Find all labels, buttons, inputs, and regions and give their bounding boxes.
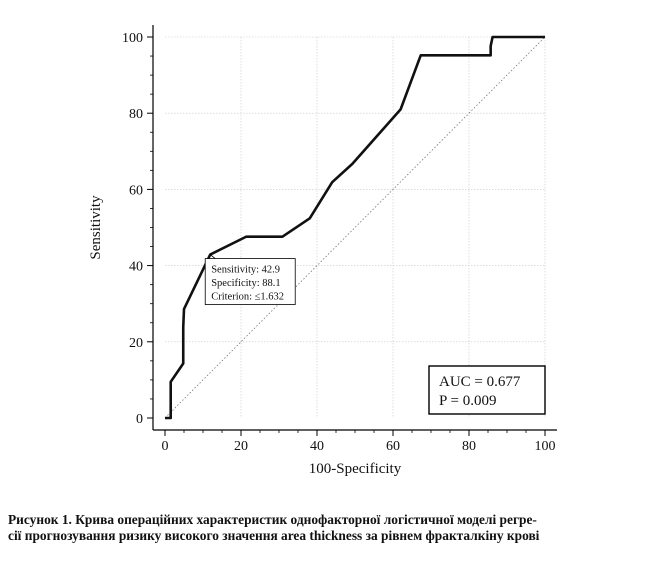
y-tick-label: 0 (136, 412, 143, 427)
annotation-line: Sensitivity: 42.9 (211, 265, 280, 276)
axis-tick-labels: 0 20 40 60 80 100 0 20 40 60 80 100 (122, 31, 556, 454)
figure-caption: Рисунок 1. Крива операційних характерист… (8, 512, 644, 544)
y-tick-label: 40 (129, 260, 143, 275)
x-tick-label: 20 (234, 439, 248, 454)
y-tick-label: 60 (129, 183, 143, 198)
x-tick-label: 100 (535, 439, 556, 454)
roc-curve (165, 35, 545, 420)
caption-line-1: Рисунок 1. Крива операційних характерист… (8, 512, 537, 527)
x-tick-label: 40 (310, 439, 324, 454)
caption-line-2: сії прогнозування ризику високого значен… (8, 528, 540, 543)
annotation-line: Criterion: ≤1.632 (211, 292, 284, 303)
criterion-annotation: Sensitivity: 42.9 Specificity: 88.1 Criter… (204, 258, 296, 305)
annotation-line: Specificity: 88.1 (211, 278, 280, 289)
auc-stats-box: AUC = 0.677 P = 0.009 (428, 365, 546, 415)
x-tick-label: 0 (162, 439, 169, 454)
x-axis-label: 100-Specificity (309, 461, 402, 477)
annotation-leader (209, 254, 216, 259)
reference-diagonal-line (164, 36, 546, 419)
y-tick-label: 20 (129, 336, 143, 351)
axis-ticks (147, 36, 546, 436)
y-axis-label: Sensitivity (88, 195, 104, 260)
x-tick-label: 60 (386, 439, 400, 454)
y-tick-label: 100 (122, 31, 143, 46)
roc-chart: 0 20 40 60 80 100 0 20 40 60 80 100 Sensitivity: 42… (88, 25, 557, 477)
x-tick-label: 80 (462, 439, 476, 454)
stats-line: AUC = 0.677 (439, 374, 521, 390)
stats-line: P = 0.009 (439, 393, 497, 409)
y-tick-label: 80 (129, 107, 143, 122)
